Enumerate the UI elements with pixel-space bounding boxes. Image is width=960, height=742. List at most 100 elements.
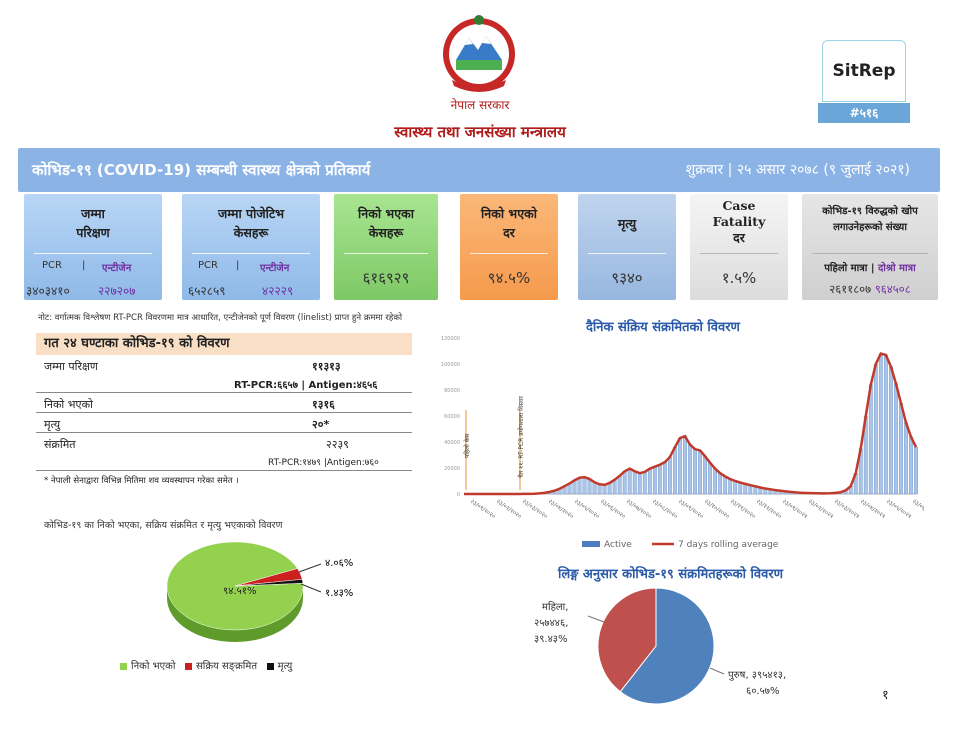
x-tick-label: २३/०२/२०२१ <box>807 498 835 520</box>
active-bar <box>868 384 873 495</box>
table-subrow: RT-PCR:६६५७ | Antigen:४६५६ <box>36 375 412 393</box>
x-tick-label: २३/०२/२०२० <box>495 498 523 520</box>
active-bar <box>622 471 627 495</box>
pie-label: २५७४४६, <box>534 618 568 629</box>
active-bar <box>914 447 918 495</box>
card-heading: कोभिड-१९ विरुद्धको खोप <box>822 206 918 217</box>
active-bar <box>708 462 712 495</box>
active-bar <box>698 450 702 495</box>
active-bar <box>723 476 728 495</box>
active-bar <box>582 476 587 495</box>
legend-label: निको भएको <box>131 661 176 672</box>
active-bar <box>894 383 898 495</box>
legend-label: 7 days rolling average <box>678 540 779 550</box>
active-bar <box>883 354 888 495</box>
card-recovery-rate: निको भएको दर ९४.५% <box>460 194 558 300</box>
pie-label: ६०.५७% <box>746 686 779 697</box>
title-banner: कोभिड-१९ (COVID-19) सम्बन्धी स्वास्थ्य क… <box>18 148 940 192</box>
active-bar <box>663 461 667 495</box>
active-bar <box>647 468 652 495</box>
card-heading: केसहरू <box>233 225 269 240</box>
active-bar <box>899 402 903 495</box>
card-case-fatality: Case Fatality दर १.५% <box>690 194 788 300</box>
row-label: संक्रमित <box>44 438 76 451</box>
table-row: जम्मा परिक्षण ११३१३ <box>36 355 412 375</box>
nepal-emblem-icon <box>443 15 515 92</box>
card-heading: जम्मा पोजेटिभ <box>217 206 284 221</box>
pie-label: ३९.४३% <box>534 634 567 645</box>
active-bar <box>642 471 647 495</box>
last-24h-table: गत २४ घण्टाका कोभिड-१९ को विवरण जम्मा पर… <box>36 333 412 490</box>
active-bar <box>878 353 883 495</box>
table-footnote: * नेपाली सेनाद्वारा विभिन्न मितिमा शव व्… <box>44 476 239 486</box>
row-label: मृत्यु <box>44 418 61 431</box>
card-sub-label: PCR <box>198 260 218 271</box>
sitrep-badge: SitRep <box>822 40 906 102</box>
active-bar <box>904 422 908 495</box>
x-tick-label: २३/०६/२०२१ <box>911 498 924 520</box>
pie-label: १.४३% <box>325 588 353 599</box>
active-bar <box>668 456 672 495</box>
card-heading: दर <box>733 230 745 245</box>
row-label: जम्मा परिक्षण <box>44 360 98 373</box>
table-row: संक्रमित २२३९ <box>36 433 412 453</box>
y-tick-label: 60000 <box>444 414 460 420</box>
pie-label: ९४.५१% <box>223 586 256 597</box>
government-name: नेपाल सरकार <box>450 98 510 112</box>
active-bar <box>673 447 677 495</box>
pie-label: महिला, <box>542 601 568 613</box>
card-heading: लगाउनेहरूको संख्या <box>833 222 907 233</box>
sitrep-label: SitRep <box>832 61 896 81</box>
sitrep-number: #५१६ <box>818 103 910 123</box>
y-tick-label: 40000 <box>444 440 460 446</box>
card-heading: मृत्यु <box>617 216 637 231</box>
linechart-title: दैनिक संक्रिय संक्रमितको विवरण <box>586 320 740 335</box>
y-tick-label: 20000 <box>444 466 460 472</box>
pie2-title: लिङ्ग अनुसार कोभिड-१९ संक्रमितहरूको विवर… <box>558 567 784 582</box>
active-bar <box>713 468 717 495</box>
card-sub-label: एन्टीजेन <box>260 263 290 274</box>
x-tick-label: २३/०१/२०२० <box>469 498 497 520</box>
pie-slice <box>166 541 304 631</box>
y-tick-label: 0 <box>457 492 460 498</box>
row-value: २२३९ <box>326 438 349 451</box>
card-heading: Fatality <box>712 214 766 229</box>
active-bar <box>718 473 723 495</box>
x-tick-label: २३/१२/२०२० <box>755 498 783 520</box>
active-bar <box>678 437 682 495</box>
active-bar <box>688 444 692 495</box>
x-tick-label: २३/०७/२०२० <box>625 498 653 520</box>
active-bar <box>728 478 733 495</box>
x-tick-label: २३/११/२०२० <box>729 498 757 520</box>
active-bar <box>602 484 607 495</box>
legend-item: मृत्यु <box>266 661 292 672</box>
active-bar <box>652 466 657 495</box>
active-bar <box>632 471 637 495</box>
x-tick-label: २३/०९/२०२० <box>677 498 705 520</box>
active-bar <box>637 473 642 495</box>
active-bar <box>909 436 913 495</box>
active-bar <box>617 475 622 495</box>
x-tick-label: २३/०३/२०२० <box>521 498 549 520</box>
card-sub-label: एन्टीजेन <box>102 263 132 274</box>
pie-label: ४.०६% <box>325 558 353 569</box>
row-value: ११३१३ <box>312 360 341 373</box>
card-value: ९३४० <box>611 269 643 287</box>
active-bar <box>627 468 632 495</box>
card-value: २२७२०७ <box>98 284 136 298</box>
active-bar <box>889 366 893 495</box>
active-cases-chart: 0 20000 40000 60000 80000 100000 120000 २३/०१/२… <box>441 336 924 550</box>
card-vaccination: कोभिड-१९ विरुद्धको खोप लगाउनेहरूको संख्या… <box>802 194 938 300</box>
x-tick-label: २३/०३/२०२१ <box>833 498 861 520</box>
active-bar <box>683 436 687 495</box>
card-total-tests: जम्मा परिक्षण PCR | एन्टीजेन ३४०३४१० २२७२०७ <box>24 194 162 300</box>
banner-title: कोभिड-१९ (COVID-19) सम्बन्धी स्वास्थ्य क… <box>32 161 371 179</box>
x-tick-label: २३/०४/२०२१ <box>859 498 887 520</box>
card-total-positive: जम्मा पोजेटिभ केसहरू PCR | एन्टीजेन ६५२८५९ ४… <box>182 194 320 300</box>
banner-date: शुक्रबार | २५ असार २०७८ (९ जुलाई २०२१) <box>685 162 910 178</box>
table-row: निको भएको १३१६ <box>36 393 412 413</box>
pie-leader <box>587 615 605 623</box>
active-bar <box>733 480 738 495</box>
card-heading: केसहरू <box>368 225 404 240</box>
x-tick-label: २३/०५/२०२१ <box>885 498 913 520</box>
